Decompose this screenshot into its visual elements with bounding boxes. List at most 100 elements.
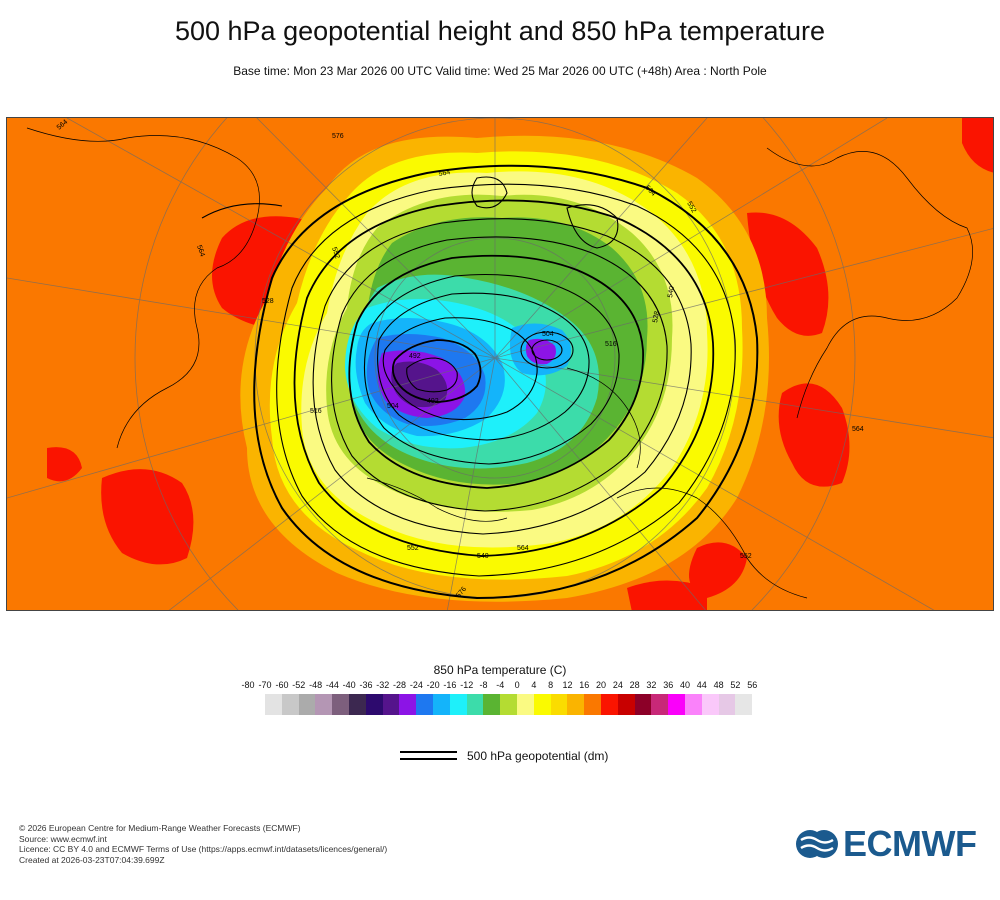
legend-tick-label: -36 <box>359 680 373 690</box>
geopotential-contours <box>201 164 759 600</box>
contour-label: 564 <box>195 244 206 257</box>
legend-tick-label: 0 <box>514 680 520 690</box>
colorbar-swatch <box>735 694 753 715</box>
contour-label-group: 564 564 552 564 576 564 552 540 528 516 … <box>56 119 864 600</box>
geopotential-line-label: 500 hPa geopotential (dm) <box>467 749 609 763</box>
footer-source: Source: www.ecmwf.int <box>19 833 107 844</box>
legend-tick-label: -80 <box>241 680 255 690</box>
colorbar-swatch <box>466 694 484 715</box>
temperature-colorbar <box>265 694 753 715</box>
contour-label: 504 <box>387 403 399 410</box>
footer-credits: © 2026 European Centre for Medium-Range … <box>19 823 387 865</box>
colorbar-swatch <box>533 694 551 715</box>
colorbar-swatch <box>449 694 467 715</box>
colorbar-swatch <box>617 694 635 715</box>
colorbar-swatch <box>701 694 719 715</box>
colorbar-swatch <box>550 694 568 715</box>
contour-label: 564 <box>852 426 864 433</box>
geopotential-line-key <box>400 750 457 761</box>
colorbar-swatch <box>298 694 316 715</box>
colorbar-swatch <box>348 694 366 715</box>
colorbar-swatch <box>365 694 383 715</box>
legend-tick-label: 40 <box>680 680 691 690</box>
contour-label: 504 <box>542 331 554 338</box>
colorbar-swatch <box>634 694 652 715</box>
legend-tick-label: 48 <box>713 680 724 690</box>
colorbar-swatch <box>483 694 501 715</box>
colorbar-swatch <box>382 694 400 715</box>
legend-tick-label: 24 <box>612 680 623 690</box>
legend-ticks: -80 -70 -60 -52 -48 -44 -40 -36 -32 -28 -24 -20 -16-… <box>240 680 760 692</box>
legend-tick-label: 12 <box>562 680 573 690</box>
legend-tick-label: -52 <box>292 680 306 690</box>
legend-tick-label: 36 <box>663 680 674 690</box>
colorbar-swatch <box>432 694 450 715</box>
colorbar-swatch <box>718 694 736 715</box>
legend-tick-label: -32 <box>376 680 390 690</box>
chart-title: 500 hPa geopotential height and 850 hPa … <box>174 16 825 46</box>
colorbar-swatch <box>584 694 601 715</box>
legend-tick-label: -60 <box>275 680 289 690</box>
legend-tick-label: 32 <box>646 680 657 690</box>
contour-label: 528 <box>262 298 274 305</box>
legend-tick-label: 16 <box>579 680 590 690</box>
legend-tick-label: 56 <box>747 680 758 690</box>
contour-label: 576 <box>332 133 344 140</box>
legend-title: 850 hPa temperature (C) <box>433 663 567 677</box>
ecmwf-logo: ECMWF <box>795 823 977 864</box>
footer-created: Created at 2026-03-23T07:04:39.699Z <box>19 854 165 865</box>
colorbar-swatch <box>315 694 333 715</box>
legend-tick-label: 8 <box>548 680 554 690</box>
chart-subtitle: Base time: Mon 23 Mar 2026 00 UTC Valid … <box>233 64 767 78</box>
legend-tick-label: -24 <box>409 680 423 690</box>
contour-label: 528 <box>652 311 661 324</box>
legend-tick-label: -20 <box>426 680 440 690</box>
legend-tick-label: -40 <box>342 680 356 690</box>
colorbar-swatch <box>500 694 517 715</box>
legend-tick-label: -12 <box>460 680 474 690</box>
colorbar-swatch <box>651 694 669 715</box>
colorbar-swatch <box>684 694 702 715</box>
map-canvas: 564 564 552 564 576 564 552 540 528 516 … <box>7 118 993 610</box>
contour-label: 540 <box>477 553 489 560</box>
legend-tick-label: -48 <box>309 680 323 690</box>
coastlines <box>26 127 973 599</box>
colorbar-swatch <box>567 694 585 715</box>
ecmwf-logo-icon <box>796 830 838 858</box>
legend-tick-label: -28 <box>393 680 407 690</box>
colorbar-swatch <box>668 694 685 715</box>
legend-tick-label: 4 <box>531 680 537 690</box>
contour-label: 540 <box>667 286 676 299</box>
contour-label: 492 <box>427 398 439 405</box>
legend-tick-label: 28 <box>629 680 640 690</box>
legend-tick-label: 52 <box>730 680 741 690</box>
ecmwf-logo-text: ECMWF <box>843 823 977 864</box>
footer-licence: Licence: CC BY 4.0 and ECMWF Terms of Us… <box>19 844 388 854</box>
legend-tick-label: -4 <box>496 680 505 690</box>
colorbar-swatch <box>600 694 618 715</box>
colorbar-swatch <box>281 694 299 715</box>
contour-label: 564 <box>517 545 529 552</box>
contour-label: 516 <box>605 341 617 348</box>
contour-label: 552 <box>407 545 419 552</box>
colorbar-swatch <box>399 694 417 715</box>
colorbar-swatch <box>265 694 282 715</box>
contour-label: 552 <box>330 246 341 259</box>
north-pole-map: 564 564 552 564 576 564 552 540 528 516 … <box>6 117 994 611</box>
contour-label: 564 <box>438 169 451 178</box>
legend-tick-label: -70 <box>258 680 272 690</box>
legend-tick-label: 44 <box>696 680 707 690</box>
contour-label: 552 <box>740 553 752 560</box>
contour-label: 492 <box>409 353 421 360</box>
legend-tick-label: -16 <box>443 680 457 690</box>
legend-tick-label: 20 <box>596 680 607 690</box>
footer-copyright: © 2026 European Centre for Medium-Range … <box>19 823 301 833</box>
contour-label: 552 <box>685 201 697 215</box>
contour-label: 516 <box>310 408 322 415</box>
colorbar-swatch <box>516 694 534 715</box>
colorbar-swatch <box>416 694 433 715</box>
legend-tick-label: -8 <box>479 680 488 690</box>
legend-tick-label: -44 <box>325 680 339 690</box>
purple-core <box>391 361 448 408</box>
colorbar-swatch <box>332 694 349 715</box>
